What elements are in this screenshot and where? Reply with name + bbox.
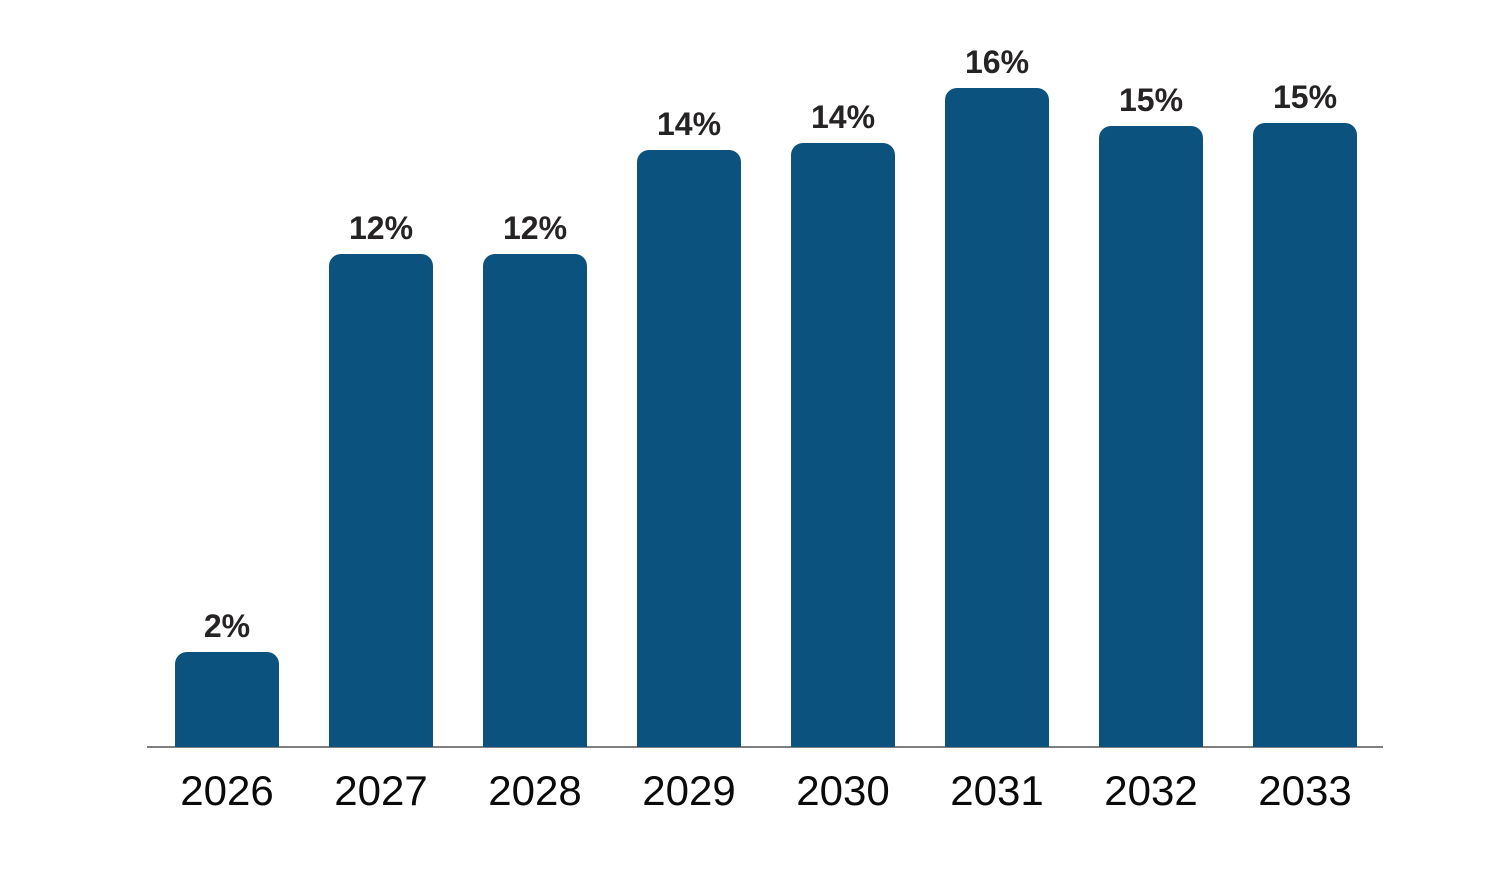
bar (329, 254, 433, 747)
bar (1253, 123, 1357, 747)
bar-value-label: 15% (1118, 82, 1184, 118)
bar (175, 652, 279, 747)
x-axis-tick-label: 2033 (1258, 767, 1352, 814)
x-axis-tick-label: 2031 (950, 767, 1044, 814)
bar-value-label: 16% (964, 44, 1030, 80)
bar (483, 254, 587, 747)
x-axis-tick-label: 2032 (1104, 767, 1198, 814)
bar (1099, 126, 1203, 747)
bar-value-label: 14% (810, 99, 876, 135)
bar-value-label: 15% (1272, 79, 1338, 115)
bar (945, 88, 1049, 747)
x-axis-tick-label: 2026 (180, 767, 274, 814)
bar-value-label: 2% (203, 608, 251, 644)
bar-value-label: 12% (348, 210, 414, 246)
bar (791, 143, 895, 747)
x-axis-line (147, 746, 1383, 748)
x-axis-tick-label: 2028 (488, 767, 582, 814)
bar-value-label: 12% (502, 210, 568, 246)
bar (637, 150, 741, 747)
x-axis-tick-label: 2029 (642, 767, 736, 814)
bar-value-label: 14% (656, 106, 722, 142)
x-axis-tick-label: 2030 (796, 767, 890, 814)
x-axis-tick-label: 2027 (334, 767, 428, 814)
